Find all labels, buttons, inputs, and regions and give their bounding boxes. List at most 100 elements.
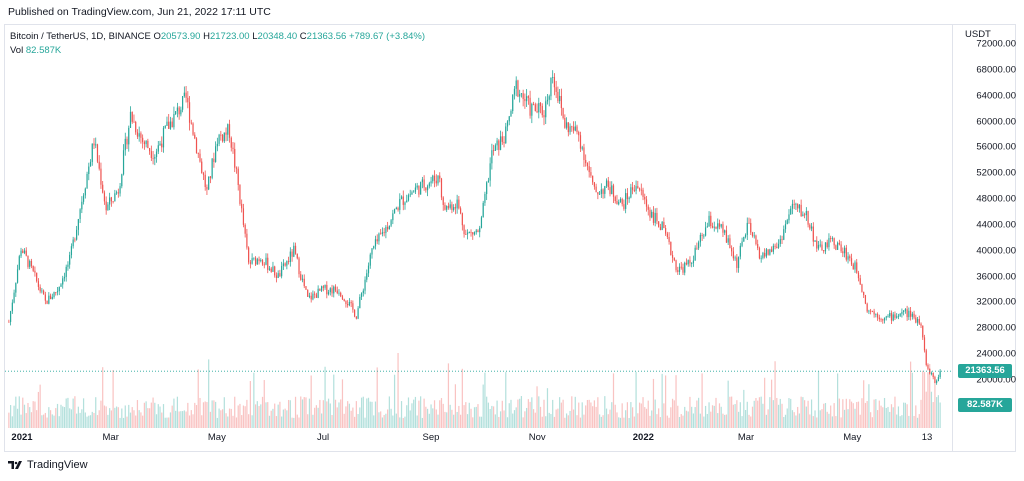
candle-body: [418, 185, 420, 195]
volume-bar: [798, 413, 801, 428]
candle-body: [423, 179, 425, 188]
volume-bar: [173, 398, 175, 428]
candle-body: [546, 99, 549, 102]
volume-bar: [569, 410, 571, 428]
candle-body: [161, 143, 163, 148]
candle-body: [355, 316, 357, 319]
candle-body: [868, 310, 870, 312]
volume-bar: [920, 399, 922, 428]
candle-body: [404, 202, 406, 205]
candle-body: [242, 208, 245, 225]
candle-body: [430, 181, 432, 184]
volume-bar: [880, 405, 882, 428]
volume-bar: [840, 417, 842, 428]
candle-body: [689, 260, 691, 264]
candle-body: [473, 232, 476, 235]
volume-bar: [317, 407, 319, 428]
candle-body: [619, 199, 622, 202]
candle-body: [901, 312, 903, 314]
candle-body: [850, 258, 853, 265]
volume-bar: [470, 408, 472, 428]
currency-label: USDT: [965, 29, 991, 40]
volume-bar: [793, 412, 795, 428]
candle-body: [510, 111, 512, 117]
candle-body: [444, 204, 446, 210]
candle-body: [489, 163, 491, 181]
volume-bar: [121, 408, 123, 428]
volume-bar: [20, 414, 22, 428]
volume-bar: [199, 397, 201, 428]
candle-body: [319, 288, 321, 291]
candle-body: [833, 238, 835, 246]
volume-bar: [786, 408, 788, 428]
candle-body: [204, 174, 206, 187]
candle-body: [609, 187, 611, 195]
candle-body: [701, 234, 703, 236]
volume-bar: [286, 410, 288, 428]
candle-body: [578, 132, 580, 136]
candle-body: [105, 201, 107, 211]
volume-bar: [802, 397, 804, 428]
candle-body: [932, 373, 934, 377]
candle-body: [439, 175, 441, 179]
candle-body: [927, 364, 929, 369]
time-tick-label: Mar: [102, 432, 119, 443]
candle-body: [823, 250, 825, 252]
close-value: 21363.56: [306, 31, 347, 42]
candle-body: [82, 195, 85, 202]
volume-bar: [621, 403, 623, 428]
candle-body: [150, 151, 152, 158]
volume-bar: [864, 402, 867, 428]
candle-body: [765, 249, 767, 257]
volume-bar: [640, 403, 642, 428]
candle-body: [515, 80, 517, 89]
volume-bar: [402, 417, 404, 428]
volume-bar: [197, 369, 199, 428]
candle-body: [421, 179, 423, 183]
volume-bar: [885, 407, 887, 428]
candle-body: [920, 323, 922, 326]
volume-bar: [414, 396, 417, 428]
candle-body: [675, 260, 677, 271]
volume-bar: [899, 416, 901, 428]
volume-bar: [234, 396, 236, 428]
tradingview-brand[interactable]: TradingView: [8, 459, 88, 471]
volume-bar: [241, 415, 243, 428]
price-chart[interactable]: [5, 25, 953, 451]
volume-bar: [406, 405, 408, 428]
volume-bar: [308, 398, 311, 428]
candle-body: [65, 266, 67, 277]
candle-body: [369, 254, 371, 266]
candle-body: [354, 309, 356, 317]
volume-bar: [522, 417, 524, 428]
volume-bar: [750, 416, 752, 428]
candle-body: [557, 91, 559, 102]
volume-bar: [916, 417, 919, 428]
volume-bar: [857, 401, 860, 428]
volume-bar: [456, 411, 458, 428]
volume-bar: [439, 400, 441, 428]
volume-bar: [729, 396, 731, 428]
volume-bar: [572, 409, 575, 428]
candle-body: [202, 173, 205, 175]
volume-bar: [148, 408, 151, 428]
volume-bar: [74, 396, 76, 428]
volume-bar: [122, 417, 125, 428]
volume-bar: [626, 402, 629, 428]
candle-body: [732, 251, 734, 259]
volume-bar: [227, 416, 229, 428]
volume-bar: [609, 409, 611, 428]
candle-body: [178, 107, 180, 115]
candle-body: [795, 203, 797, 205]
volume-bar: [114, 407, 116, 428]
candle-body: [131, 111, 133, 122]
volume-bar: [725, 414, 728, 428]
volume-bar: [420, 396, 422, 428]
candle-body: [329, 288, 331, 293]
candle-body: [182, 96, 184, 110]
candle-body: [336, 290, 338, 294]
price-axis[interactable]: [952, 25, 1016, 451]
candle-body: [837, 242, 839, 250]
candle-body: [274, 266, 276, 276]
volume-bar: [442, 403, 444, 428]
